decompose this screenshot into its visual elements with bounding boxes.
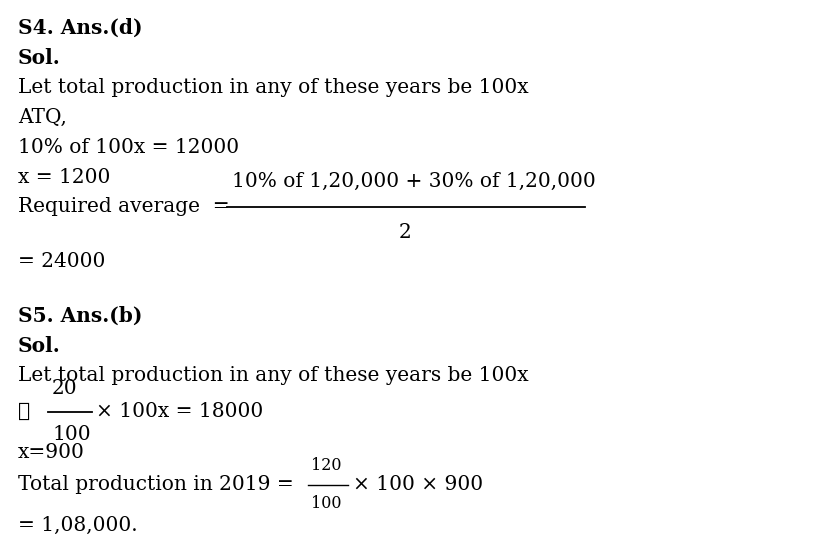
Text: = 1,08,000.: = 1,08,000.	[18, 516, 137, 534]
Text: Sol.: Sol.	[18, 48, 61, 68]
Text: x=900: x=900	[18, 443, 85, 463]
Text: Required average  =: Required average =	[18, 197, 229, 217]
Text: 10% of 100x = 12000: 10% of 100x = 12000	[18, 138, 239, 157]
Text: ATQ,: ATQ,	[18, 108, 67, 127]
Text: Let total production in any of these years be 100x: Let total production in any of these yea…	[18, 78, 528, 97]
Text: × 100 × 900: × 100 × 900	[353, 475, 483, 494]
Text: S4. Ans.(d): S4. Ans.(d)	[18, 18, 142, 38]
Text: 2: 2	[398, 223, 411, 242]
Text: Total production in 2019 =: Total production in 2019 =	[18, 475, 293, 494]
Text: 10% of 1,20,000 + 30% of 1,20,000: 10% of 1,20,000 + 30% of 1,20,000	[232, 172, 596, 191]
Text: 20: 20	[52, 378, 77, 398]
Text: ∴: ∴	[18, 402, 30, 421]
Text: x = 1200: x = 1200	[18, 168, 111, 187]
Text: 100: 100	[311, 495, 341, 512]
Text: Let total production in any of these years be 100x: Let total production in any of these yea…	[18, 366, 528, 385]
Text: = 24000: = 24000	[18, 252, 106, 271]
Text: S5. Ans.(b): S5. Ans.(b)	[18, 306, 142, 326]
Text: 100: 100	[52, 426, 90, 444]
Text: 120: 120	[311, 457, 341, 473]
Text: × 100x = 18000: × 100x = 18000	[96, 402, 263, 421]
Text: Sol.: Sol.	[18, 336, 61, 356]
